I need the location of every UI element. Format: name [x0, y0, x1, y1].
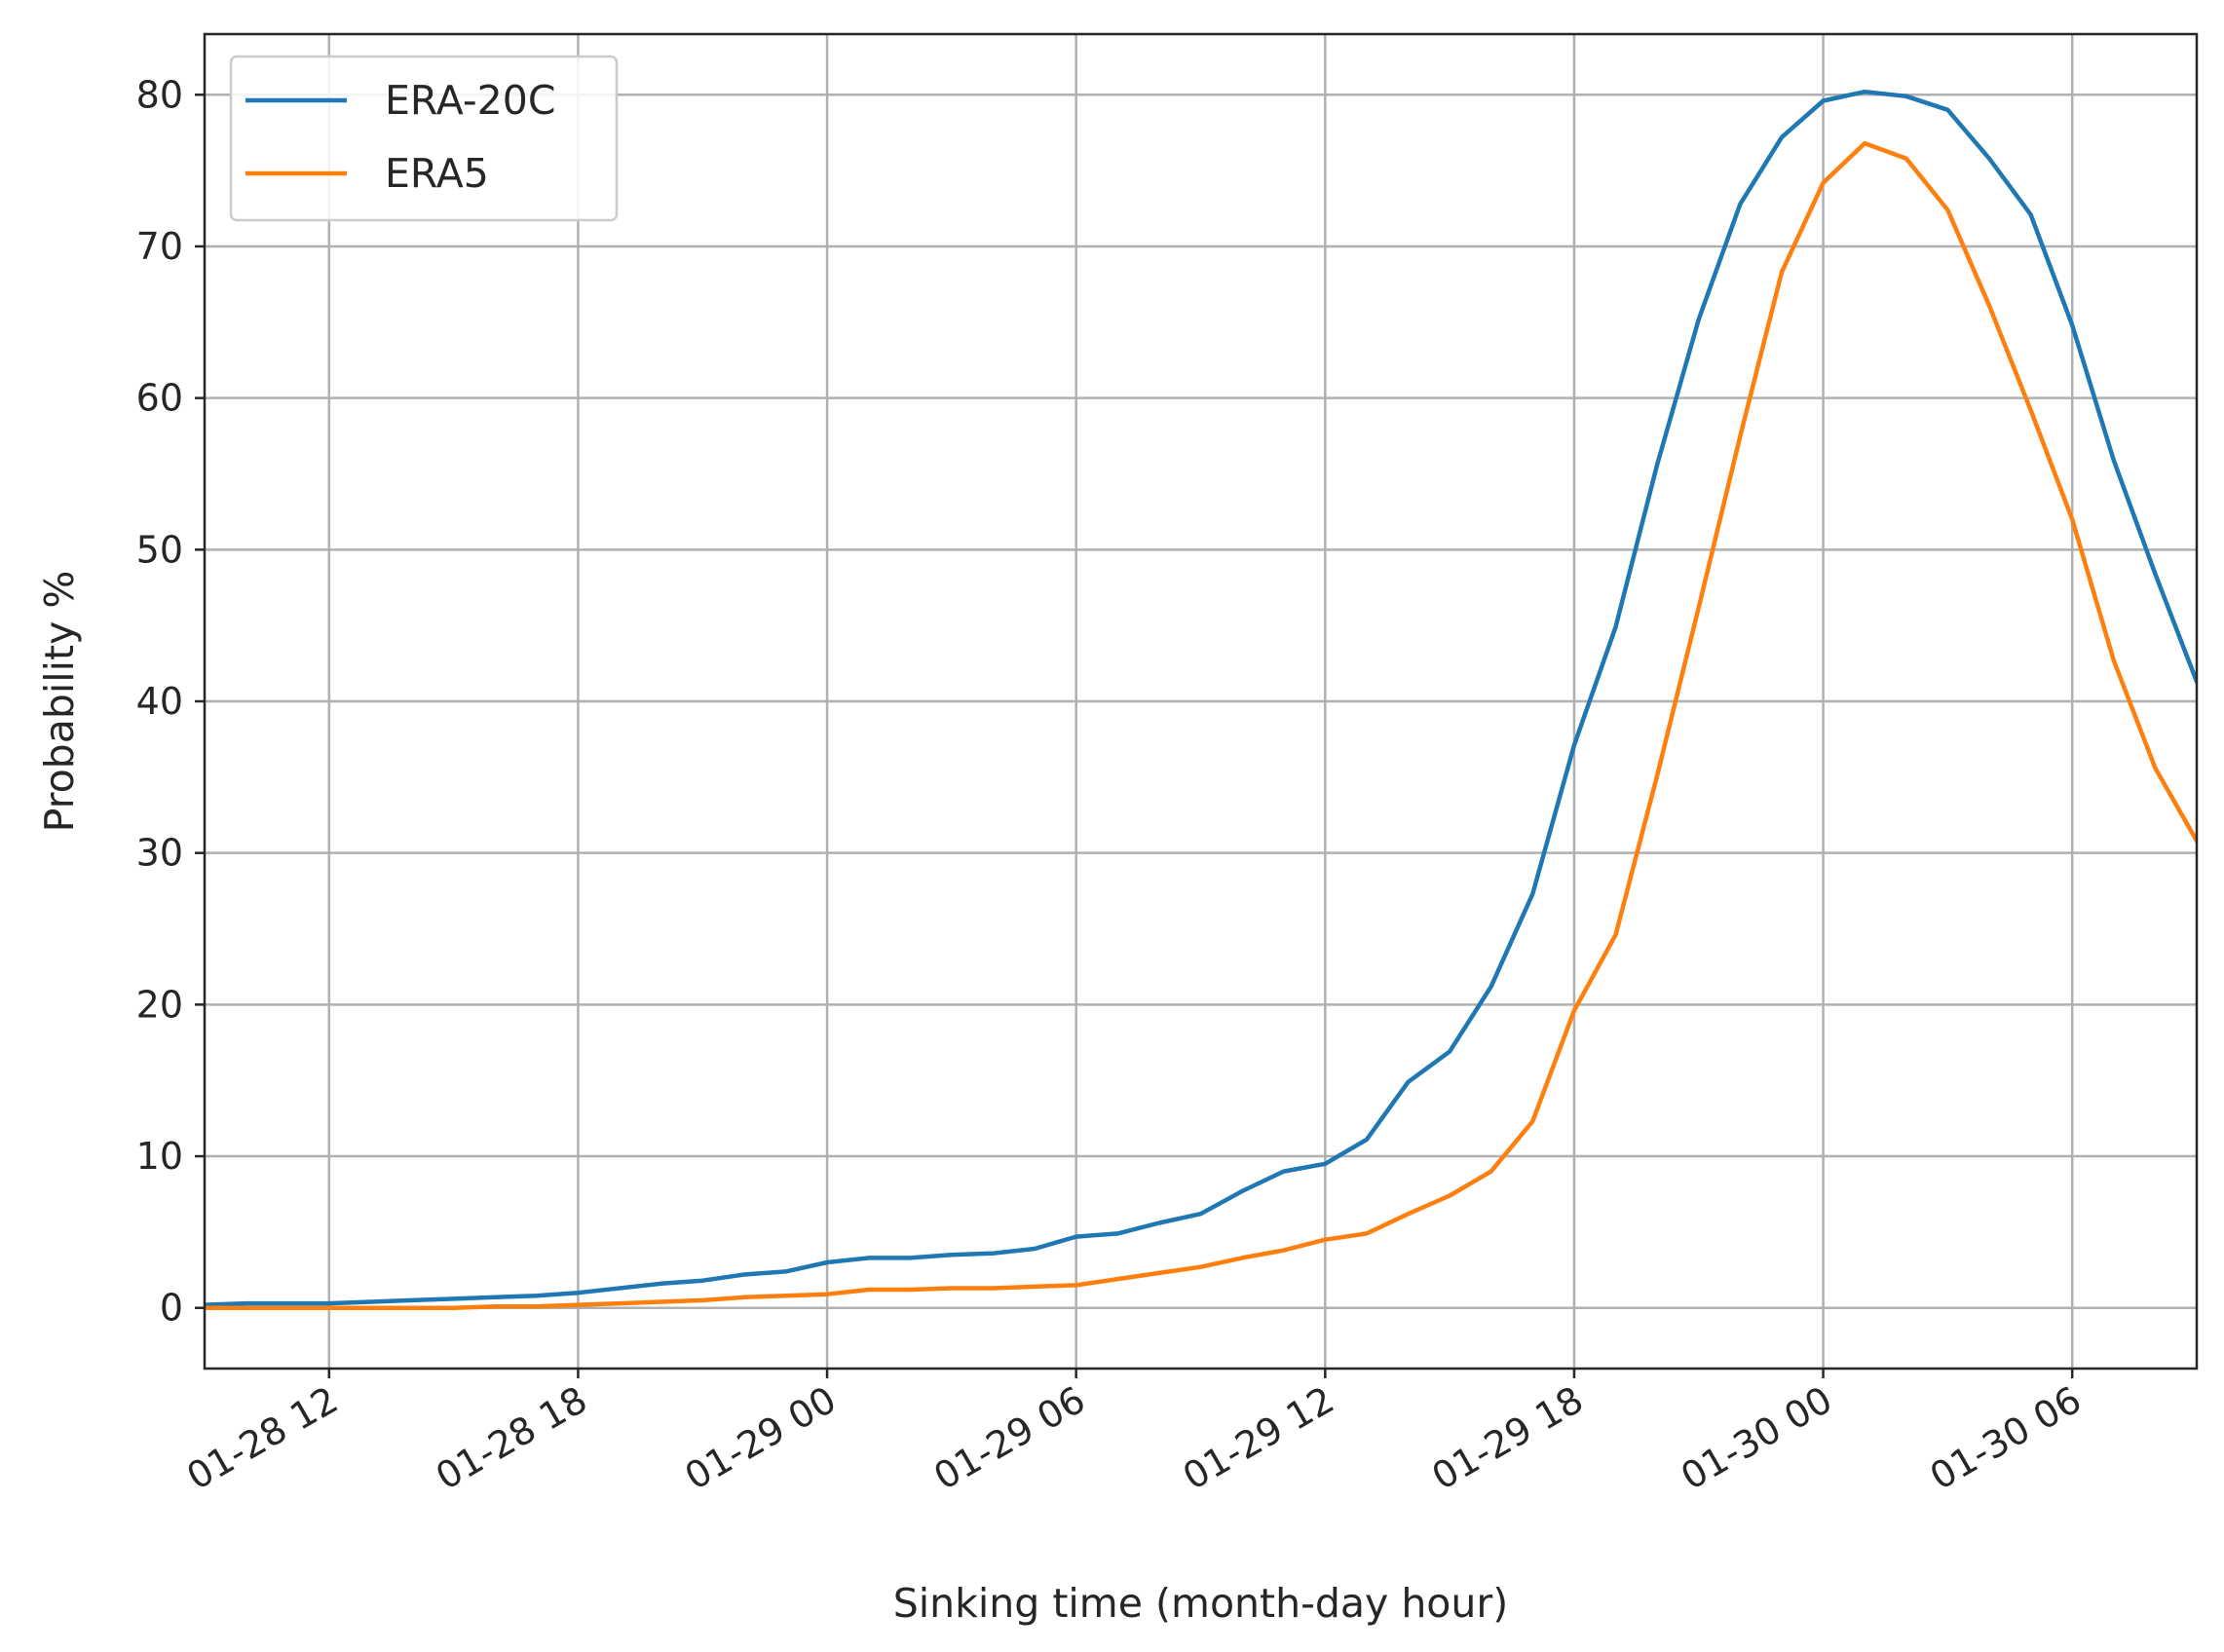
y-axis-ticks: 0 10 20 30 40 50 60 70 80 — [136, 73, 205, 1330]
y-tick-label: 20 — [136, 983, 183, 1026]
y-tick-label: 40 — [136, 680, 183, 723]
legend: ERA-20C ERA5 — [229, 55, 619, 222]
x-tick-label: 01-30 06 — [1923, 1378, 2089, 1499]
x-tick-label: 01-28 12 — [179, 1378, 345, 1499]
series-line-era-20c — [205, 89, 2197, 1307]
y-tick-label: 30 — [136, 832, 183, 875]
series-layer — [205, 89, 2197, 1310]
legend-label-era5: ERA5 — [385, 150, 489, 197]
y-tick-label: 80 — [136, 73, 183, 116]
y-tick-label: 60 — [136, 377, 183, 420]
y-tick-label: 50 — [136, 528, 183, 571]
y-tick-label: 10 — [136, 1135, 183, 1178]
y-tick-label: 70 — [136, 225, 183, 268]
series-line-era5 — [205, 140, 2197, 1310]
y-axis-label: Probability % — [36, 571, 83, 833]
x-tick-label: 01-29 18 — [1424, 1378, 1590, 1499]
grid-layer — [205, 34, 2197, 1369]
x-tick-label: 01-30 00 — [1674, 1378, 1839, 1499]
x-tick-label: 01-28 18 — [429, 1378, 594, 1499]
x-axis-label: Sinking time (month-day hour) — [893, 1580, 1508, 1627]
x-tick-label: 01-29 06 — [926, 1378, 1092, 1499]
legend-box — [229, 55, 619, 222]
x-tick-label: 01-29 12 — [1176, 1378, 1341, 1499]
x-axis-ticks: 01-28 12 01-28 18 01-29 00 01-29 06 01-29 12… — [179, 1369, 2089, 1499]
y-tick-label: 0 — [160, 1287, 183, 1330]
x-tick-label: 01-29 00 — [678, 1378, 844, 1499]
legend-label-era-20c: ERA-20C — [385, 77, 555, 124]
